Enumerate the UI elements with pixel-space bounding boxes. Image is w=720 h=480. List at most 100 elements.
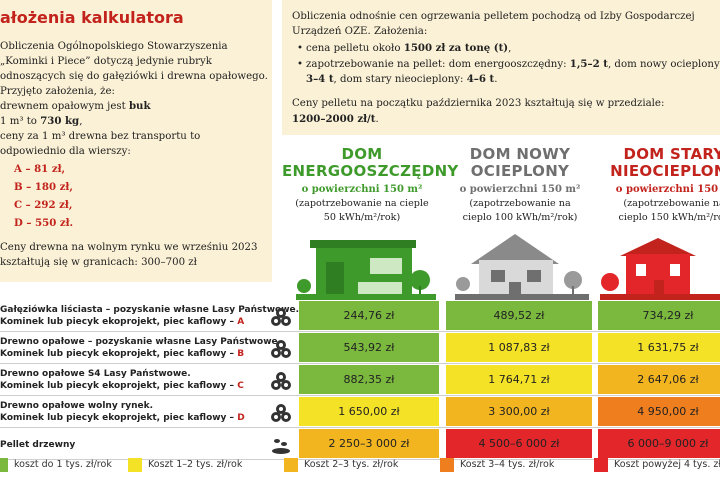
cost-cell: 244,76 zł bbox=[299, 301, 439, 330]
price-item: A – 81 zł, bbox=[14, 163, 66, 175]
row-divider bbox=[0, 459, 720, 460]
cost-cell: 543,92 zł bbox=[299, 333, 439, 362]
assumption-line: Obliczenia Ogólnopolskiego Stowarzyszeni… bbox=[0, 41, 228, 52]
wood-type: buk bbox=[128, 100, 151, 112]
bullet-bold: 3–4 t bbox=[306, 73, 334, 85]
column-header-new: DOM NOWY OCIEPLONY o powierzchni 150 m² … bbox=[440, 146, 600, 225]
cost-cell: 882,35 zł bbox=[299, 365, 439, 394]
cost-cell: 2 250–3 000 zł bbox=[299, 429, 439, 458]
column-title: DOM bbox=[341, 145, 383, 163]
pellet-price-note: Ceny pelletu na początku października 20… bbox=[292, 98, 665, 109]
cost-cell: 3 300,00 zł bbox=[446, 397, 592, 426]
assumption-line: „Kominki i Piece” dotyczą jedynie rubryk bbox=[0, 56, 212, 67]
row-label-text: Kominek lub piecyk ekoprojekt, piec kafl… bbox=[0, 381, 238, 391]
bullet-bold: 1500 zł za tonę (t) bbox=[403, 42, 509, 54]
punct: , bbox=[79, 116, 83, 127]
pellet-price-range: 1200–2000 zł/t. bbox=[292, 113, 379, 126]
old-house-icon bbox=[600, 238, 720, 300]
pellet-note: Obliczenia odnośnie cen ogrzewania pelle… bbox=[292, 11, 695, 22]
energy-house-icon bbox=[296, 240, 436, 300]
row-label-letter: C bbox=[237, 381, 244, 391]
column-need: (zapotrzebowanie na bbox=[469, 198, 571, 209]
column-title: ENERGOOSZCZĘDNY bbox=[282, 162, 459, 180]
row-divider bbox=[0, 427, 720, 428]
bullet-text: , dom nowy ocieplony: bbox=[607, 59, 720, 70]
column-header-energy: DOM ENERGOOSZCZĘDNY o powierzchni 150 m²… bbox=[282, 145, 459, 225]
column-need: cieplo 100 kWh/m²/rok) bbox=[462, 212, 578, 223]
cost-cell: 4 500–6 000 zł bbox=[446, 429, 592, 458]
punct: , bbox=[508, 43, 512, 54]
column-need: (zapotrzebowanie na bbox=[623, 198, 720, 209]
row-label: Drewno opałowe wolny rynek. Kominek lub p… bbox=[0, 400, 245, 424]
cost-cell: 1 631,75 zł bbox=[598, 333, 720, 362]
legend-label: koszt do 1 tys. zł/rok bbox=[14, 459, 112, 470]
assumption-line: drewnem opałowym jest buk bbox=[0, 100, 151, 113]
row-label-line: Pellet drzewny bbox=[0, 440, 76, 450]
column-title: NIEOCIEPLONY bbox=[610, 162, 720, 180]
row-divider bbox=[0, 363, 720, 364]
bullet-bold: 4–6 t bbox=[466, 73, 495, 85]
row-label-line: Kominek lub piecyk ekoprojekt, piec kafl… bbox=[0, 380, 244, 392]
cost-cell: 1 764,71 zł bbox=[446, 365, 592, 394]
cost-cell: 4 950,00 zł bbox=[598, 397, 720, 426]
assumptions-title: ałożenia kalkulatora bbox=[0, 8, 184, 27]
row-label-letter: B bbox=[237, 349, 245, 359]
wood-icon bbox=[271, 308, 291, 326]
row-label: Drewno opałowe S4 Lasy Państwowe. Kominek… bbox=[0, 368, 244, 392]
bullet-text: zapotrzebowanie na pellet: dom energoosz… bbox=[306, 59, 567, 70]
row-label: Drewno opałowe – pozyskanie własne Lasy … bbox=[0, 336, 281, 360]
column-title: DOM NOWY bbox=[469, 145, 571, 163]
legend-label: Koszt 3–4 tys. zł/rok bbox=[460, 459, 555, 470]
column-need: (zapotrzebowanie na cieple bbox=[295, 198, 429, 209]
row-label: Gałęziówka liściasta – pozyskanie własne… bbox=[0, 304, 299, 328]
new-house-icon bbox=[455, 234, 589, 300]
column-area: o powierzchni 150 m² bbox=[301, 184, 423, 195]
column-area: o powierzchni 150 m² bbox=[459, 184, 581, 195]
cost-cell: 6 000–9 000 zł bbox=[598, 429, 720, 458]
assumption-line: 1 m³ to 730 kg, bbox=[0, 115, 82, 128]
legend-swatch bbox=[0, 458, 8, 472]
row-label-line: Drewno opałowe S4 Lasy Państwowe. bbox=[0, 369, 191, 379]
row-label-letter: D bbox=[237, 413, 245, 423]
market-note: kształtują się w granicach: 300–700 zł bbox=[0, 257, 197, 268]
price-item: D – 550 zł. bbox=[14, 217, 74, 229]
pellet-bullet-cont: 3–4 t, dom stary nieocieplony: 4–6 t. bbox=[306, 73, 498, 86]
bullet-bold: 1,5–2 t bbox=[569, 58, 608, 70]
row-label-line: Drewno opałowe – pozyskanie własne Lasy … bbox=[0, 337, 282, 347]
bullet-text: , dom stary nieocieplony: bbox=[333, 74, 464, 85]
assumption-line: odnoszących się do gałęziówki i drewna o… bbox=[0, 71, 268, 82]
assumption-line: ceny za 1 m³ drewna bez transportu to bbox=[0, 131, 201, 142]
row-label-line: Gałęziówka liściasta – pozyskanie własne… bbox=[0, 305, 300, 315]
row-label-line: Drewno opałowe wolny rynek. bbox=[0, 401, 154, 411]
legend-label: Koszt 2–3 tys. zł/rok bbox=[304, 459, 399, 470]
column-need: cieplo 150 kWh/m²/rok bbox=[618, 212, 720, 223]
cost-cell: 734,29 zł bbox=[598, 301, 720, 330]
punct: . bbox=[494, 74, 498, 85]
wood-weight: 730 kg bbox=[40, 115, 80, 127]
legend-label: Koszt 1–2 tys. zł/rok bbox=[148, 459, 243, 470]
price-item: B – 180 zł, bbox=[14, 181, 73, 193]
row-divider bbox=[0, 395, 720, 396]
price-item: C – 292 zł, bbox=[14, 199, 73, 211]
assumption-text: drewnem opałowym jest bbox=[0, 101, 126, 112]
row-label-text: Kominek lub piecyk ekoprojekt, piec kafl… bbox=[0, 349, 238, 359]
legend-label: Koszt powyżej 4 tys. zł/rok bbox=[614, 459, 720, 470]
assumption-line: odpowiednio dla wierszy: bbox=[0, 146, 131, 157]
cost-cell: 489,52 zł bbox=[446, 301, 592, 330]
market-note: Ceny drewna na wolnym rynku we wrześniu … bbox=[0, 242, 258, 253]
wood-icon bbox=[271, 404, 291, 422]
row-label: Pellet drzewny bbox=[0, 439, 75, 451]
wood-icon bbox=[271, 372, 291, 390]
wood-icon bbox=[271, 340, 291, 358]
pellet-bullet: cena pelletu około 1500 zł za tonę (t), bbox=[297, 42, 512, 55]
legend-swatch bbox=[284, 458, 298, 472]
punct: . bbox=[375, 114, 379, 125]
assumptions-box bbox=[0, 0, 272, 282]
legend-swatch bbox=[128, 458, 142, 472]
bullet-text: cena pelletu około bbox=[306, 43, 401, 54]
legend-swatch bbox=[440, 458, 454, 472]
cost-cell: 1 650,00 zł bbox=[299, 397, 439, 426]
row-label-letter: A bbox=[237, 317, 245, 327]
row-label-text: Kominek lub piecyk ekoprojekt, piec kafl… bbox=[0, 317, 238, 327]
cost-cell: 1 087,83 zł bbox=[446, 333, 592, 362]
